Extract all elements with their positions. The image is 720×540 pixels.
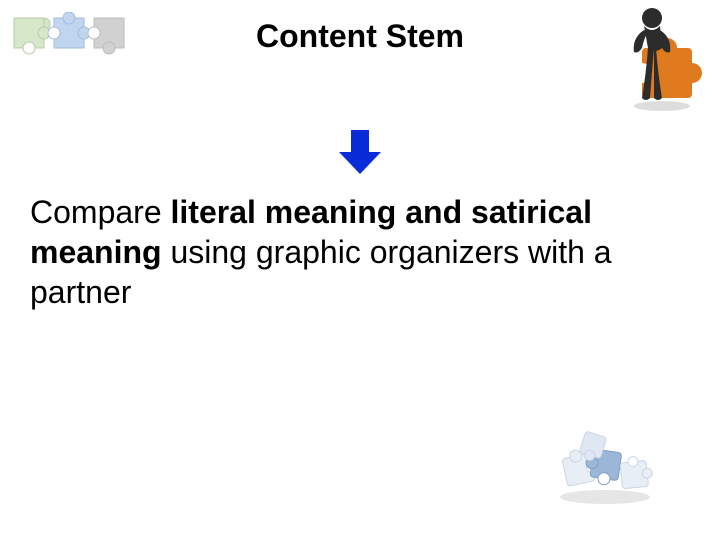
slide: Content Stem [0, 0, 720, 540]
figure-on-puzzle-decor [612, 4, 702, 119]
puzzle-pieces-decor [550, 427, 660, 512]
body-text: Compare literal meaning and satirical me… [30, 192, 660, 312]
body-prefix: Compare [30, 194, 171, 230]
down-arrow-icon [337, 128, 383, 181]
